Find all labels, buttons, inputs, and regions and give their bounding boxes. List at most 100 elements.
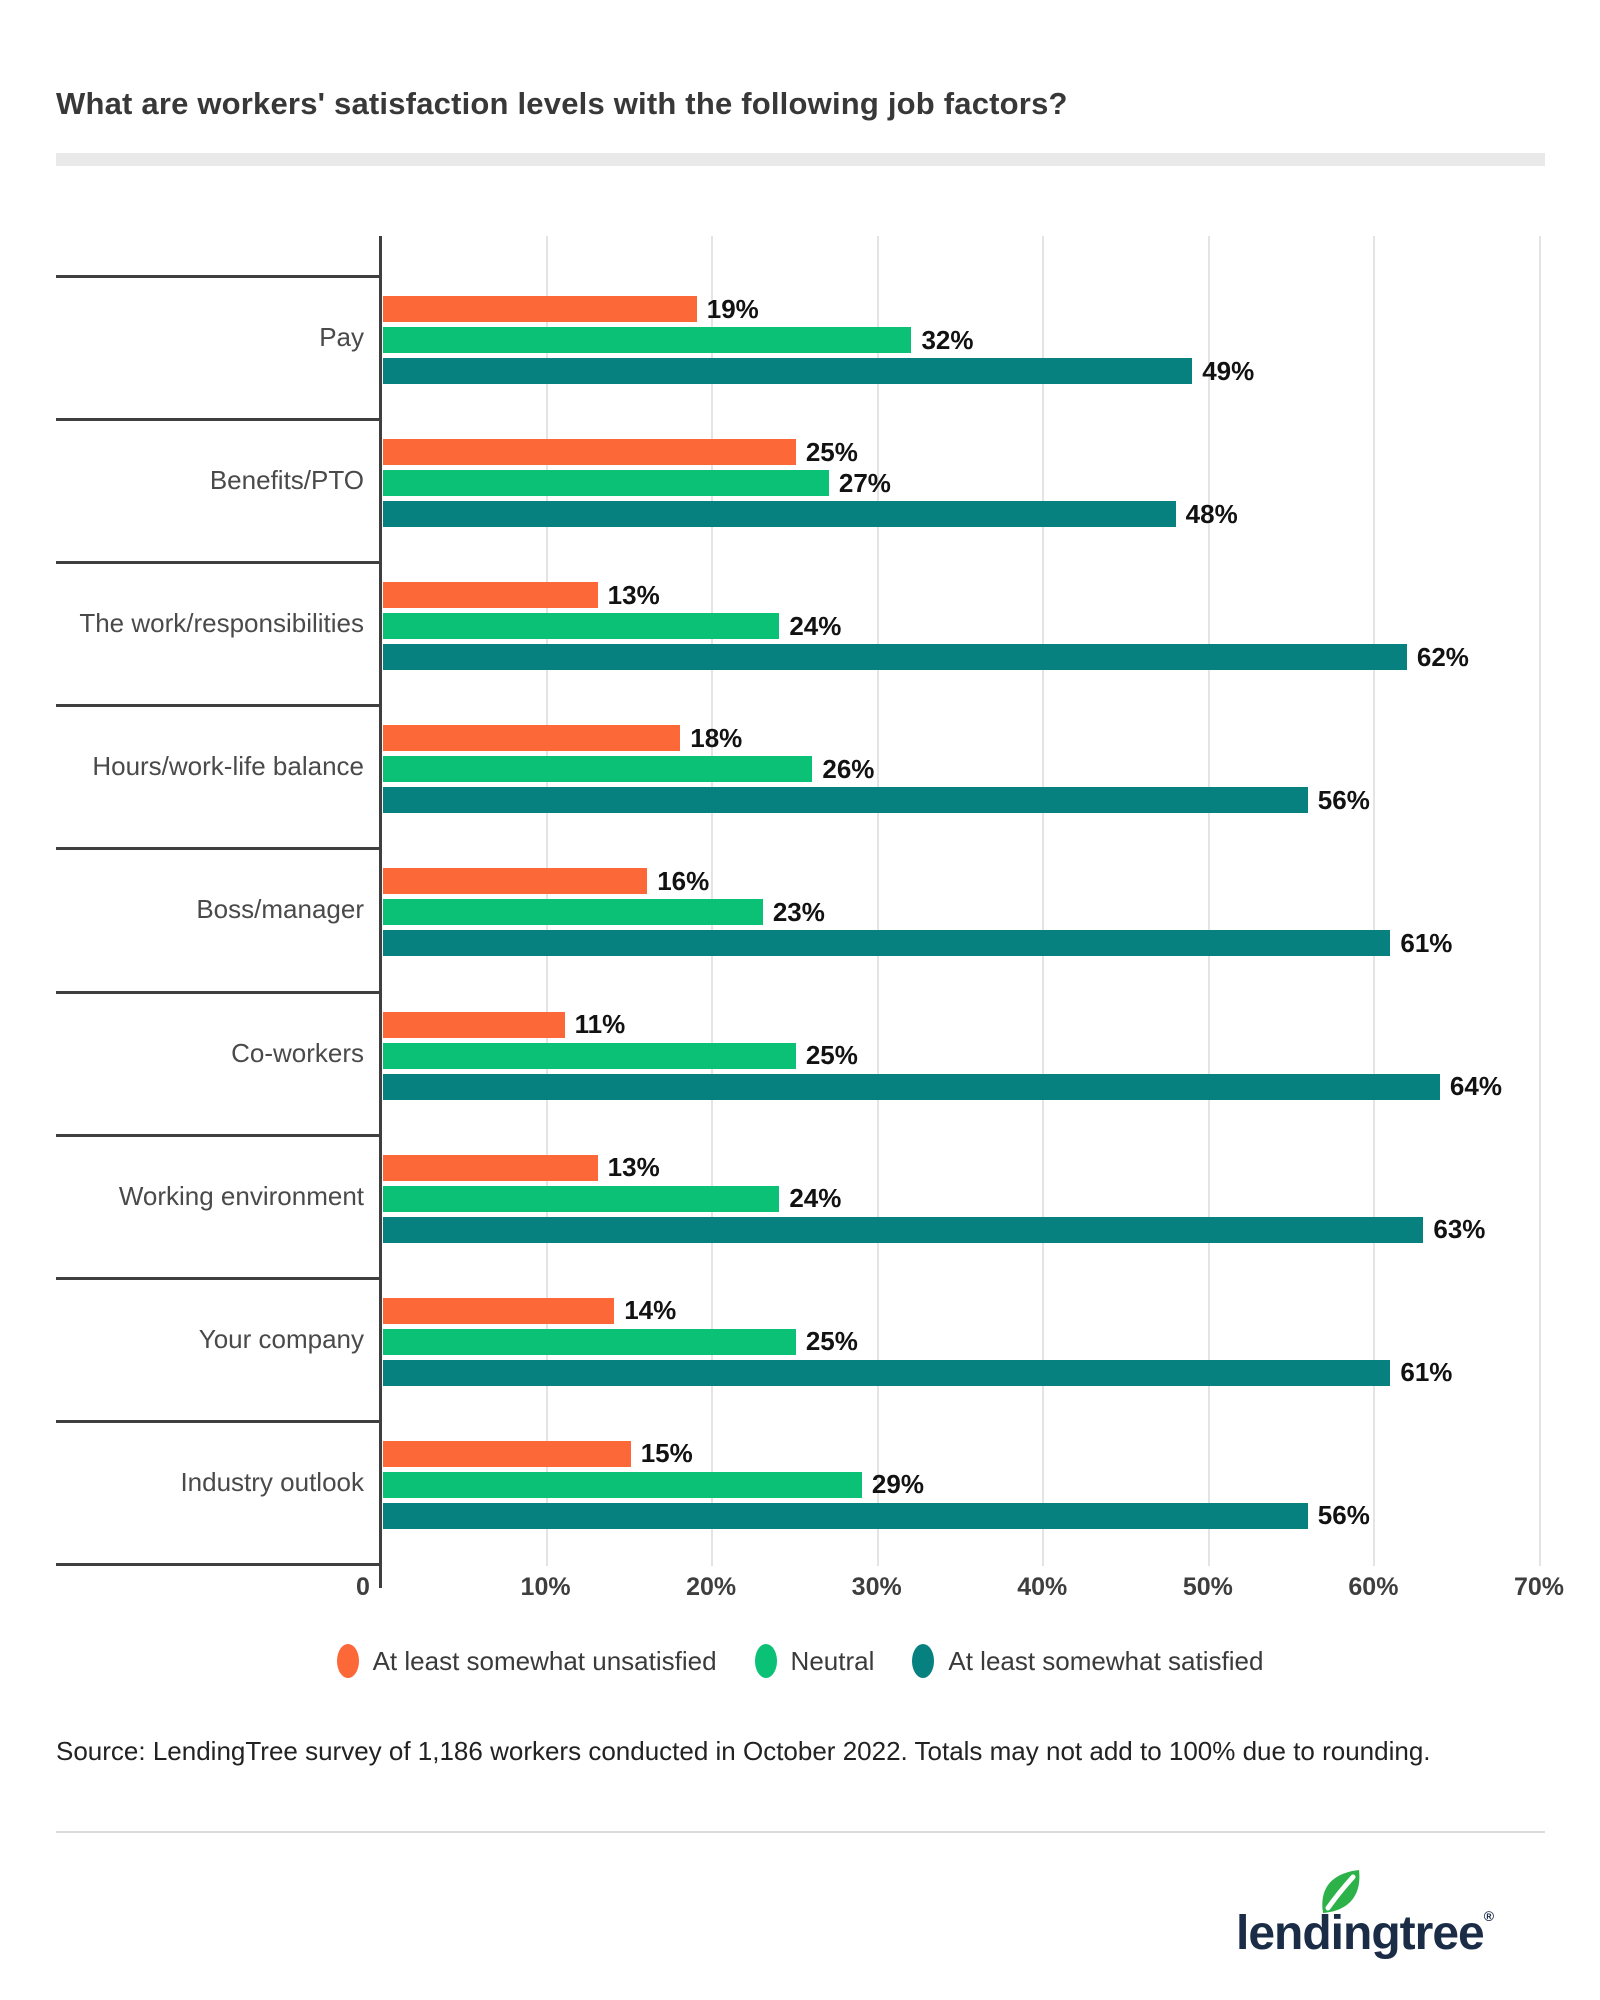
bar-row: 25%	[383, 437, 1539, 467]
value-label: 24%	[789, 1183, 842, 1214]
x-tick-0: 0	[356, 1573, 370, 1601]
value-label: 63%	[1433, 1214, 1486, 1245]
bar-at-least-somewhat-unsatisfied-benefits-pto	[383, 439, 796, 466]
group-divider	[56, 1562, 382, 1566]
logo-wordmark: lendingtree	[1236, 1907, 1485, 1960]
bar-row: 23%	[383, 897, 1539, 927]
bar-neutral-pay	[383, 327, 912, 353]
bar-group: 15% 29% 56%	[383, 1438, 1539, 1531]
bar-neutral-the-work-responsibilities	[383, 613, 780, 640]
legend-swatch-at-least-somewhat-satisfied	[912, 1644, 935, 1678]
bar-row: 29%	[383, 1469, 1539, 1499]
bar-row: 63%	[383, 1214, 1539, 1245]
group-divider	[56, 275, 382, 278]
group-divider	[56, 1133, 382, 1137]
bar-row: 27%	[383, 467, 1539, 498]
bar-group: 25% 27% 48%	[383, 437, 1539, 529]
bar-at-least-somewhat-satisfied-hours-work-life-balance	[383, 787, 1308, 814]
bar-neutral-your-company	[383, 1328, 796, 1355]
bar-neutral-co-workers	[383, 1042, 796, 1069]
bar-row: 13%	[383, 579, 1539, 610]
category-label: Co-workers	[231, 1037, 364, 1068]
bar-at-least-somewhat-unsatisfied-the-work-responsibilities	[383, 582, 598, 609]
bar-row: 18%	[383, 722, 1539, 753]
legend-label: At least somewhat unsatisfied	[372, 1645, 717, 1676]
x-tick-20: 20%	[686, 1573, 737, 1601]
bar-neutral-benefits-pto	[383, 470, 829, 497]
bar-row: 14%	[383, 1295, 1539, 1326]
bar-at-least-somewhat-unsatisfied-working-environment	[383, 1154, 598, 1181]
x-tick-30: 30%	[851, 1573, 902, 1601]
bar-row: 48%	[383, 498, 1539, 529]
value-label: 19%	[706, 293, 759, 324]
group-divider	[56, 561, 382, 565]
value-label: 11%	[574, 1009, 626, 1040]
bar-row: 24%	[383, 610, 1539, 641]
legend-swatch-neutral	[754, 1644, 777, 1678]
bar-row: 16%	[383, 866, 1539, 896]
group-divider	[56, 990, 382, 994]
bar-group: 19% 32% 49%	[383, 293, 1539, 386]
bar-group: 16% 23% 61%	[383, 866, 1539, 958]
category-label: Pay	[319, 322, 364, 353]
bar-row: 32%	[383, 325, 1539, 355]
value-label: 13%	[607, 579, 660, 610]
page-title: What are workers' satisfaction levels wi…	[56, 86, 1068, 121]
bar-row: 61%	[383, 927, 1539, 958]
bar-row: 56%	[383, 784, 1539, 815]
value-label: 27%	[838, 467, 891, 498]
bar-group: 13% 24% 62%	[383, 579, 1539, 672]
bar-row: 62%	[383, 641, 1539, 672]
legend-label: At least somewhat satisfied	[948, 1645, 1264, 1676]
legend-label: Neutral	[790, 1645, 875, 1676]
legend-item-at-least-somewhat-satisfied: At least somewhat satisfied	[912, 1644, 1263, 1678]
bar-at-least-somewhat-unsatisfied-your-company	[383, 1297, 615, 1324]
leaf-icon	[1322, 1870, 1360, 1913]
value-label: 14%	[624, 1295, 677, 1326]
bar-group: 11% 25% 64%	[383, 1009, 1539, 1101]
bar-at-least-somewhat-unsatisfied-boss-manager	[383, 868, 648, 895]
value-label: 49%	[1202, 355, 1255, 386]
x-tick-60: 60%	[1348, 1573, 1399, 1601]
source-text: Source: LendingTree survey of 1,186 work…	[56, 1736, 1431, 1766]
bar-row: 56%	[383, 1500, 1539, 1531]
category-group-industry-outlook: Industry outlook 15% 29% 56%	[56, 1423, 1545, 1563]
group-divider	[56, 1276, 382, 1280]
value-label: 25%	[805, 1326, 858, 1357]
category-group-hours-work-life-balance: Hours/work-life balance 18% 26% 56%	[56, 707, 1545, 847]
bar-row: 24%	[383, 1183, 1539, 1214]
value-label: 56%	[1317, 1500, 1370, 1531]
category-label: Working environment	[118, 1180, 364, 1211]
bar-row: 61%	[383, 1357, 1539, 1387]
category-group-your-company: Your company 14% 25% 61%	[56, 1280, 1545, 1420]
group-divider	[56, 704, 382, 708]
logo-text: lendingtree®	[1236, 1906, 1494, 1961]
category-group-boss-manager: Boss/manager 16% 23% 61%	[56, 850, 1545, 990]
category-group-co-workers: Co-workers 11% 25% 64%	[56, 994, 1545, 1134]
bar-at-least-somewhat-unsatisfied-pay	[383, 296, 697, 322]
group-divider	[56, 1419, 382, 1423]
bar-row: 13%	[383, 1152, 1539, 1183]
legend-item-neutral: Neutral	[754, 1644, 875, 1678]
value-label: 62%	[1416, 641, 1469, 672]
footer-divider	[56, 1831, 1545, 1833]
bar-at-least-somewhat-satisfied-pay	[383, 358, 1193, 384]
value-label: 18%	[690, 722, 743, 753]
value-label: 61%	[1400, 927, 1453, 958]
gridline-50	[1207, 236, 1210, 1566]
gridline-60	[1373, 236, 1376, 1566]
legend-item-at-least-somewhat-unsatisfied: At least somewhat unsatisfied	[336, 1644, 717, 1678]
value-label: 56%	[1317, 784, 1370, 815]
value-label: 13%	[607, 1152, 660, 1183]
bar-at-least-somewhat-unsatisfied-industry-outlook	[383, 1440, 631, 1467]
legend: At least somewhat unsatisfied Neutral At l…	[0, 1644, 1600, 1678]
x-tick-70: 70%	[1513, 1573, 1565, 1601]
bar-row: 19%	[383, 293, 1539, 324]
lendingtree-logo: lendingtree®	[1236, 1868, 1536, 1968]
value-label: 25%	[805, 1040, 858, 1071]
gridline-30	[876, 236, 879, 1566]
value-label: 24%	[789, 610, 842, 641]
category-label: Boss/manager	[196, 894, 364, 925]
category-group-the-work-responsibilities: The work/responsibilities 13% 24% 62%	[56, 564, 1545, 704]
value-label: 48%	[1185, 498, 1238, 529]
